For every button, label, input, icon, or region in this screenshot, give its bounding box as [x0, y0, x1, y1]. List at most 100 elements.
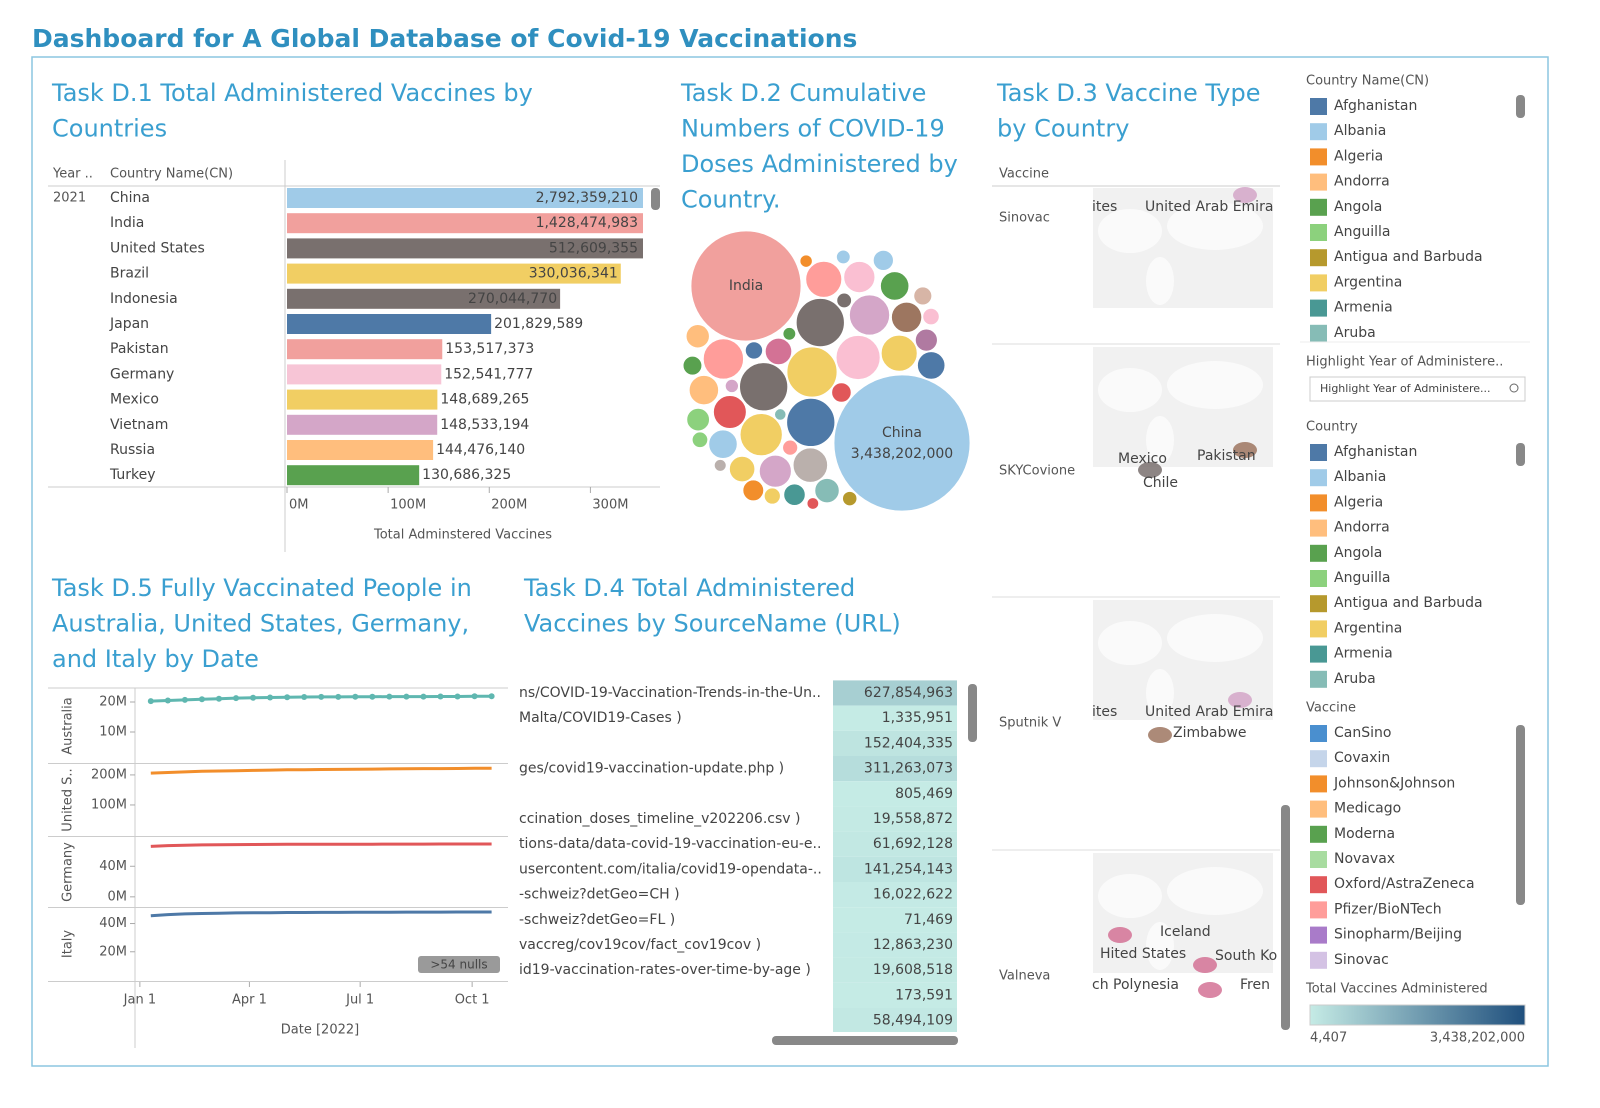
- legend-swatch[interactable]: [1310, 725, 1327, 742]
- legend-swatch[interactable]: [1310, 851, 1327, 868]
- y-tick-label: 20M: [99, 944, 127, 959]
- bar: [287, 288, 561, 309]
- legend-swatch[interactable]: [1310, 645, 1327, 663]
- legend-item[interactable]: Covaxin: [1334, 750, 1390, 766]
- legend-swatch[interactable]: [1310, 148, 1327, 166]
- legend-swatch[interactable]: [1310, 299, 1327, 317]
- legend-swatch[interactable]: [1310, 98, 1327, 115]
- search-icon[interactable]: [1509, 383, 1519, 393]
- legend-item[interactable]: Angola: [1334, 545, 1382, 561]
- legend-swatch[interactable]: [1310, 494, 1327, 512]
- bubble: [917, 351, 946, 380]
- legend-item[interactable]: CanSino: [1334, 725, 1391, 741]
- year-label: 2021: [53, 191, 86, 206]
- scrollbar[interactable]: [968, 684, 977, 742]
- legend-swatch[interactable]: [1310, 951, 1327, 969]
- point: [488, 693, 495, 700]
- null-badge-text[interactable]: >54 nulls: [430, 958, 487, 972]
- legend-item[interactable]: Armenia: [1334, 300, 1393, 316]
- legend-item[interactable]: Oxford/AstraZeneca: [1334, 876, 1475, 892]
- value-cell: [833, 756, 957, 782]
- legend-swatch[interactable]: [1310, 670, 1327, 688]
- legend-item[interactable]: Anguilla: [1334, 570, 1390, 586]
- legend-swatch[interactable]: [1310, 876, 1327, 894]
- legend-item[interactable]: Argentina: [1334, 274, 1402, 290]
- legend-swatch[interactable]: [1310, 800, 1327, 818]
- search-placeholder[interactable]: Highlight Year of Administere...: [1320, 382, 1491, 395]
- legend-item[interactable]: Anguilla: [1334, 224, 1390, 240]
- legend-swatch[interactable]: [1310, 595, 1327, 613]
- legend-item[interactable]: Aruba: [1334, 325, 1376, 341]
- legend-swatch[interactable]: [1310, 825, 1327, 843]
- legend-item[interactable]: Medicago: [1334, 801, 1401, 817]
- legend-item[interactable]: Albania: [1334, 469, 1386, 485]
- scrollbar[interactable]: [1516, 95, 1525, 118]
- legend-swatch[interactable]: [1310, 901, 1327, 919]
- value-cell: [833, 882, 957, 908]
- legend-item[interactable]: Sinopharm/Beijing: [1334, 927, 1462, 943]
- legend-swatch[interactable]: [1310, 249, 1327, 267]
- bubble: [702, 338, 744, 380]
- search-box[interactable]: [1309, 376, 1526, 402]
- legend-item[interactable]: Argentina: [1334, 620, 1402, 636]
- legend-swatch[interactable]: [1310, 173, 1327, 191]
- legend-item[interactable]: Johnson&Johnson: [1333, 775, 1455, 791]
- scrollbar[interactable]: [1281, 805, 1290, 1030]
- panel-title: Task D.1 Total Administered Vaccines by: [51, 79, 533, 107]
- legend-swatch[interactable]: [1310, 274, 1327, 292]
- value-label: 16,022,622: [873, 887, 953, 903]
- bubble: [831, 382, 852, 403]
- legend-swatch[interactable]: [1310, 224, 1327, 241]
- bubble: [872, 249, 894, 271]
- legend-item[interactable]: Armenia: [1334, 646, 1393, 662]
- legend-item[interactable]: Angola: [1334, 199, 1382, 215]
- legend-swatch[interactable]: [1310, 198, 1327, 216]
- bubble: [688, 375, 719, 406]
- bubble: [686, 407, 710, 432]
- legend-swatch[interactable]: [1310, 544, 1327, 562]
- bubble-label: India: [729, 278, 763, 294]
- point: [215, 695, 222, 702]
- legend-item[interactable]: Antigua and Barbuda: [1334, 249, 1483, 265]
- legend-item[interactable]: Antigua and Barbuda: [1334, 595, 1483, 611]
- bubble: [764, 337, 793, 366]
- value-label: 12,863,230: [873, 937, 953, 953]
- legend-swatch[interactable]: [1310, 469, 1327, 487]
- null-badge[interactable]: [418, 956, 500, 973]
- legend-item[interactable]: Afghanistan: [1334, 444, 1417, 460]
- scrollbar[interactable]: [772, 1036, 958, 1045]
- legend-item[interactable]: Afghanistan: [1334, 98, 1417, 114]
- scrollbar[interactable]: [1516, 443, 1525, 466]
- legend-swatch[interactable]: [1310, 519, 1327, 537]
- legend-item[interactable]: Algeria: [1334, 148, 1383, 164]
- legend-item[interactable]: Aruba: [1334, 671, 1376, 687]
- legend-swatch[interactable]: [1310, 123, 1327, 141]
- legend-item[interactable]: Sinovac: [1334, 952, 1389, 968]
- value-label: 270,044,770: [468, 291, 557, 307]
- legend-swatch[interactable]: [1310, 620, 1327, 638]
- legend-item[interactable]: Novavax: [1334, 851, 1395, 867]
- legend-swatch[interactable]: [1310, 775, 1327, 793]
- legend-swatch[interactable]: [1310, 444, 1327, 461]
- source-name: ns/COVID-19-Vaccination-Trends-in-the-Un…: [519, 685, 821, 701]
- panel-title: Countries: [52, 115, 167, 143]
- legend-swatch[interactable]: [1310, 926, 1327, 944]
- map-land: [1146, 257, 1174, 305]
- point: [198, 696, 205, 703]
- legend-item[interactable]: Andorra: [1334, 520, 1390, 536]
- legend-item[interactable]: Moderna: [1334, 826, 1395, 842]
- legend-swatch[interactable]: [1310, 324, 1327, 342]
- value-label: 805,469: [895, 786, 953, 802]
- map-label: United Arab Emira: [1145, 704, 1273, 720]
- scrollbar[interactable]: [1516, 725, 1525, 905]
- scrollbar[interactable]: [651, 188, 660, 210]
- legend-swatch[interactable]: [1310, 570, 1327, 587]
- legend-item[interactable]: Albania: [1334, 123, 1386, 139]
- legend-item[interactable]: Andorra: [1334, 174, 1390, 190]
- legend-swatch[interactable]: [1310, 750, 1327, 768]
- bar: [287, 364, 442, 385]
- value-cell: [833, 781, 957, 807]
- legend-item[interactable]: Pfizer/BioNTech: [1334, 901, 1442, 917]
- legend-item[interactable]: Algeria: [1334, 494, 1383, 510]
